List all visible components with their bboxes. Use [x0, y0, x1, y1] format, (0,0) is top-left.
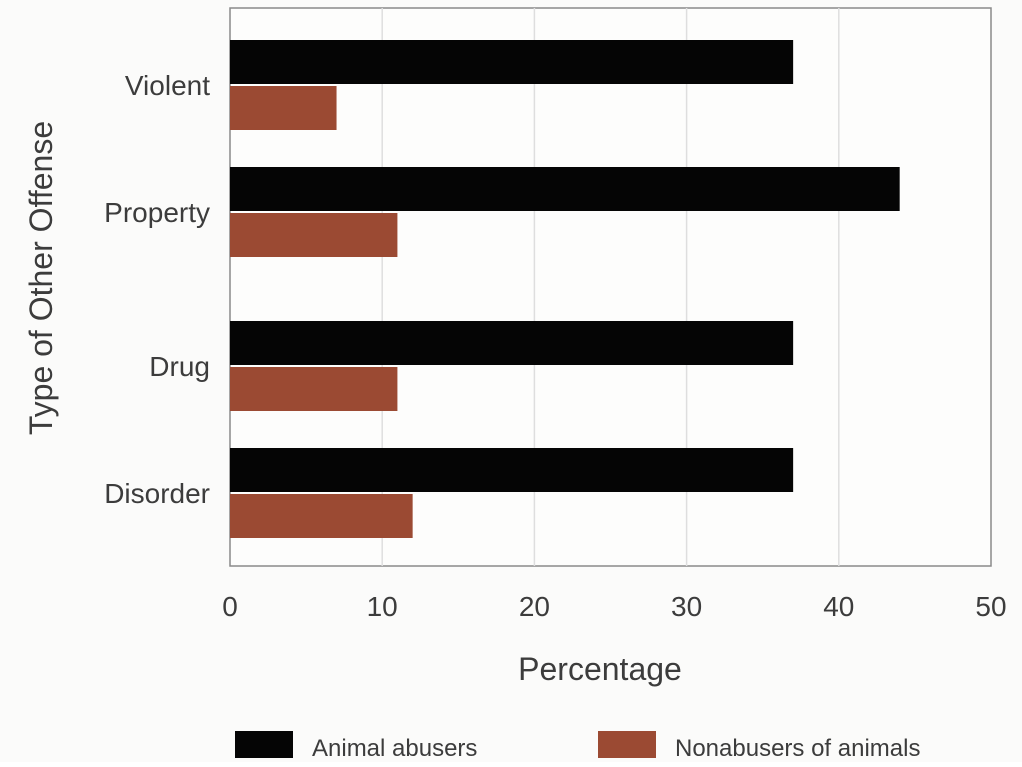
bar-animal-abusers: [230, 40, 794, 84]
x-tick-label: 40: [823, 591, 854, 622]
legend-label: Nonabusers of animals: [675, 735, 920, 762]
category-label: Property: [104, 197, 210, 228]
bar-nonabusers: [230, 367, 398, 411]
category-label: Violent: [125, 70, 210, 101]
category-label: Disorder: [104, 478, 210, 509]
category-labels: Violent Property Drug Disorder: [104, 70, 210, 509]
legend-swatch: [598, 731, 656, 758]
legend-label: Animal abusers: [312, 735, 477, 762]
bar-animal-abusers: [230, 448, 794, 492]
bar-animal-abusers: [230, 321, 794, 365]
legend: Animal abusers Nonabusers of animals: [235, 731, 920, 762]
bar-animal-abusers: [230, 167, 900, 211]
x-tick-label: 0: [222, 591, 238, 622]
legend-swatch: [235, 731, 293, 758]
bar-nonabusers: [230, 494, 413, 538]
x-tick-label: 10: [367, 591, 398, 622]
x-axis-label: Percentage: [518, 651, 682, 687]
x-tick-labels: 0 10 20 30 40 50: [222, 591, 1006, 622]
category-label: Drug: [149, 351, 210, 382]
x-tick-label: 30: [671, 591, 702, 622]
bars: [230, 40, 900, 538]
x-tick-label: 20: [519, 591, 550, 622]
x-tick-label: 50: [975, 591, 1006, 622]
bar-nonabusers: [230, 213, 398, 257]
bar-nonabusers: [230, 86, 337, 130]
y-axis-label: Type of Other Offense: [23, 121, 59, 435]
